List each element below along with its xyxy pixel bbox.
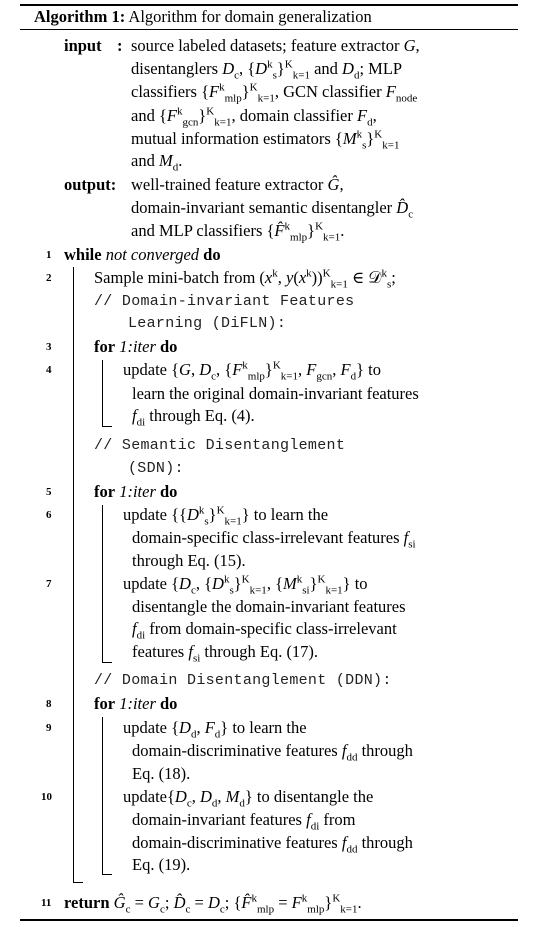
step7-line-1: update {Dc, {Dks}Kk=1, {Mksi}Kk=1} to <box>123 573 368 597</box>
line-number-11: 11 <box>41 897 52 909</box>
input-line-1: source labeled datasets; feature extract… <box>131 36 420 55</box>
bottom-rule <box>20 919 518 921</box>
for-range-2: 1:iter <box>119 482 156 501</box>
sample-step: Sample mini-batch from (xk, y(xk))Kk=1 ∈… <box>94 267 396 291</box>
for-line-2: for 1:iter do <box>94 482 177 502</box>
input-line-2: disentanglers Dc, {Dks}Kk=1 and Dd; MLP <box>131 58 403 82</box>
step6-line-3: through Eq. (15). <box>132 551 246 570</box>
while-condition: not converged <box>105 245 200 264</box>
step4-line-3: fdi through Eq. (4). <box>132 406 255 429</box>
for-do-2: do <box>160 482 178 501</box>
step6-line-1: update {{Dks}Kk=1} to learn the <box>123 504 329 528</box>
top-rule <box>20 4 518 6</box>
step4-line-2: learn the original domain-invariant feat… <box>132 384 419 403</box>
for-keyword-3: for <box>94 694 116 713</box>
for-line-3: for 1:iter do <box>94 694 177 714</box>
caption-rule <box>20 29 518 30</box>
input-label: input <box>64 36 102 55</box>
step7-line-2: disentangle the domain-invariant feature… <box>132 597 406 616</box>
step6-line-2: domain-specific class-irrelevant feature… <box>132 528 416 551</box>
for-scope-bar-1 <box>102 360 103 426</box>
input-line-5: mutual information estimators {Mks}Kk=1 <box>131 128 400 152</box>
for-range-3: 1:iter <box>119 694 156 713</box>
for-range-1: 1:iter <box>119 337 156 356</box>
step10-line-4: Eq. (19). <box>132 855 191 874</box>
comment-ddn: // Domain Disentanglement (DDN): <box>94 672 392 689</box>
line-number-7: 7 <box>46 578 52 590</box>
algorithm-title: Algorithm for domain generalization <box>128 7 372 26</box>
for-scope-foot-2 <box>102 662 112 663</box>
line-number-3: 3 <box>46 341 52 353</box>
comment-sdn-2: (SDN): <box>128 460 184 477</box>
input-line-3: classifiers {Fkmlp}Kk=1, GCN classifier … <box>131 81 418 105</box>
for-scope-bar-3 <box>102 717 103 874</box>
output-line-3: and MLP classifiers {F̂kmlp}Kk=1. <box>131 220 345 244</box>
step4-line-1: update {G, Dc, {Fkmlp}Kk=1, Fgcn, Fd} to <box>123 359 381 383</box>
line-number-1: 1 <box>46 249 52 261</box>
step10-line-2: domain-invariant features fdi from <box>132 810 356 833</box>
for-scope-bar-2 <box>102 505 103 662</box>
comment-sdn-1: // Semantic Disentanglement <box>94 437 346 454</box>
algorithm-caption: Algorithm 1: Algorithm for domain genera… <box>34 7 372 27</box>
input-line-4: and {Fkgcn}Kk=1, domain classifier Fd, <box>131 105 377 129</box>
step10-line-3: domain-discriminative features fdd throu… <box>132 833 413 856</box>
algorithm-label: Algorithm 1: <box>34 7 126 26</box>
while-scope-bar <box>73 267 74 882</box>
output-line-1: well-trained feature extractor Ĝ, <box>131 175 344 194</box>
for-do-1: do <box>160 337 178 356</box>
return-keyword: return <box>64 893 110 912</box>
for-do-3: do <box>160 694 178 713</box>
for-keyword-2: for <box>94 482 116 501</box>
do-keyword: do <box>203 245 221 264</box>
line-number-8: 8 <box>46 698 52 710</box>
step10-line-1: update{Dc, Dd, Md} to disentangle the <box>123 787 374 810</box>
while-scope-foot <box>73 882 83 883</box>
line-number-6: 6 <box>46 509 52 521</box>
for-keyword-1: for <box>94 337 116 356</box>
return-expression: Ĝc = Gc; D̂c = Dc; {F̂kmlp = Fkmlp}Kk=1. <box>113 892 362 916</box>
for-scope-foot-3 <box>102 874 112 875</box>
line-number-2: 2 <box>46 272 52 284</box>
comment-difln-2: Learning (DiFLN): <box>128 315 287 332</box>
step7-line-4: features fsi through Eq. (17). <box>132 642 319 665</box>
for-line-1: for 1:iter do <box>94 337 177 357</box>
step7-line-3: fdi from domain-specific class-irrelevan… <box>132 619 397 642</box>
step9-line-3: Eq. (18). <box>132 764 191 783</box>
for-scope-foot-1 <box>102 426 112 427</box>
line-number-9: 9 <box>46 722 52 734</box>
input-line-6: and Md. <box>131 151 183 174</box>
while-keyword: while <box>64 245 102 264</box>
step9-line-1: update {Dd, Fd} to learn the <box>123 718 307 741</box>
comment-difln-1: // Domain-invariant Features <box>94 293 355 310</box>
line-number-4: 4 <box>46 364 52 376</box>
line-number-5: 5 <box>46 486 52 498</box>
return-line: return Ĝc = Gc; D̂c = Dc; {F̂kmlp = Fkml… <box>64 892 362 916</box>
step9-line-2: domain-discriminative features fdd throu… <box>132 741 413 764</box>
input-colon: : <box>117 36 123 55</box>
line-number-10: 10 <box>41 791 52 803</box>
output-line-2: domain-invariant semantic disentangler D… <box>131 198 414 221</box>
output-label: output: <box>64 175 117 194</box>
while-line: while not converged do <box>64 245 221 265</box>
